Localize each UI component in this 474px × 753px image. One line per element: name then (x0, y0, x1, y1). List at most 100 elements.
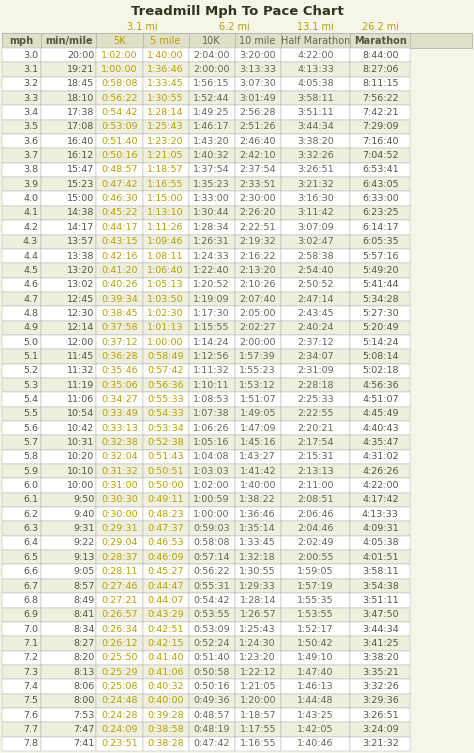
Text: 6:05:35: 6:05:35 (362, 237, 399, 246)
Text: 10:10: 10:10 (67, 467, 94, 476)
Bar (189, 651, 235, 665)
Text: 2:07:40: 2:07:40 (239, 294, 276, 303)
Bar (97, 335, 143, 349)
Text: 1:22:40: 1:22:40 (193, 266, 230, 275)
Text: 2:25:33: 2:25:33 (297, 395, 334, 404)
Bar (97, 321, 143, 335)
Bar (350, 91, 410, 105)
Bar (350, 292, 410, 306)
Bar (350, 450, 410, 464)
Text: 0:42:16: 0:42:16 (101, 252, 138, 261)
Bar (2, 622, 41, 636)
Text: 0:33:49: 0:33:49 (101, 410, 138, 419)
Bar (143, 220, 189, 234)
Bar (350, 579, 410, 593)
Text: 15:23: 15:23 (67, 180, 94, 189)
Bar (350, 364, 410, 378)
Bar (143, 521, 189, 536)
Text: 0:26:57: 0:26:57 (101, 610, 138, 619)
Text: 1:16:55: 1:16:55 (239, 739, 276, 748)
Bar (281, 163, 350, 177)
Text: 2:05:00: 2:05:00 (239, 309, 276, 318)
Bar (281, 306, 350, 321)
Text: 2:28:18: 2:28:18 (297, 381, 334, 389)
Text: 7:53: 7:53 (73, 711, 94, 720)
Text: 0:51:40: 0:51:40 (101, 137, 138, 146)
Bar (281, 321, 350, 335)
Bar (41, 378, 97, 392)
Text: 3.5: 3.5 (23, 123, 38, 132)
Text: 3:07:09: 3:07:09 (297, 223, 334, 232)
Text: 1:28:14: 1:28:14 (239, 596, 276, 605)
Bar (41, 651, 97, 665)
Text: 3:44:34: 3:44:34 (297, 123, 334, 132)
Bar (41, 521, 97, 536)
Text: 8:06: 8:06 (73, 682, 94, 691)
Bar (281, 521, 350, 536)
Text: 13:38: 13:38 (67, 252, 94, 261)
Text: 2:04:46: 2:04:46 (297, 524, 334, 533)
Bar (281, 608, 350, 622)
Bar (2, 550, 41, 565)
Bar (2, 450, 41, 464)
Bar (143, 392, 189, 407)
Text: 1:47:40: 1:47:40 (297, 668, 334, 677)
Text: 5.8: 5.8 (23, 453, 38, 462)
Text: 1:11:32: 1:11:32 (193, 366, 230, 375)
Bar (2, 48, 41, 62)
Bar (2, 33, 41, 48)
Text: 0:50:51: 0:50:51 (147, 467, 184, 476)
Text: 1:05:16: 1:05:16 (193, 438, 230, 447)
Bar (189, 435, 235, 450)
Text: 13:20: 13:20 (67, 266, 94, 275)
Text: 2:00:00: 2:00:00 (193, 65, 230, 74)
Bar (97, 550, 143, 565)
Bar (235, 550, 281, 565)
Bar (281, 392, 350, 407)
Text: 0:24:28: 0:24:28 (101, 711, 138, 720)
Bar (189, 694, 235, 708)
Bar (235, 593, 281, 608)
Bar (189, 349, 235, 364)
Bar (281, 91, 350, 105)
Bar (2, 435, 41, 450)
Text: 0:43:15: 0:43:15 (101, 237, 138, 246)
Text: 20:00: 20:00 (67, 50, 94, 59)
Text: 0:53:09: 0:53:09 (101, 123, 138, 132)
Bar (281, 651, 350, 665)
Text: 4:05:38: 4:05:38 (362, 538, 399, 547)
Bar (281, 148, 350, 163)
Bar (97, 177, 143, 191)
Bar (281, 134, 350, 148)
Text: 0:46:53: 0:46:53 (147, 538, 184, 547)
Text: 0:37:12: 0:37:12 (101, 337, 138, 346)
Text: 0:30:00: 0:30:00 (101, 510, 138, 519)
Text: 1:53:12: 1:53:12 (239, 381, 276, 389)
Bar (41, 636, 97, 651)
Bar (281, 435, 350, 450)
Text: 9:22: 9:22 (73, 538, 94, 547)
Bar (189, 392, 235, 407)
Text: 6:33:00: 6:33:00 (362, 194, 399, 203)
Bar (41, 48, 97, 62)
Text: 1:37:54: 1:37:54 (193, 166, 230, 175)
Bar (97, 234, 143, 248)
Bar (143, 622, 189, 636)
Bar (350, 220, 410, 234)
Bar (41, 679, 97, 694)
Bar (2, 306, 41, 321)
Bar (2, 349, 41, 364)
Bar (143, 507, 189, 521)
Bar (2, 392, 41, 407)
Text: 1:44:48: 1:44:48 (297, 697, 334, 706)
Bar (235, 191, 281, 206)
Bar (97, 708, 143, 722)
Text: 0:40:00: 0:40:00 (147, 697, 184, 706)
Text: 1:18:57: 1:18:57 (239, 711, 276, 720)
Text: 2:37:54: 2:37:54 (239, 166, 276, 175)
Text: 0:32:04: 0:32:04 (101, 453, 138, 462)
Text: 0:58:08: 0:58:08 (193, 538, 230, 547)
Text: mph: mph (9, 35, 34, 45)
Text: 16:12: 16:12 (67, 151, 94, 160)
Text: 13:02: 13:02 (67, 280, 94, 289)
